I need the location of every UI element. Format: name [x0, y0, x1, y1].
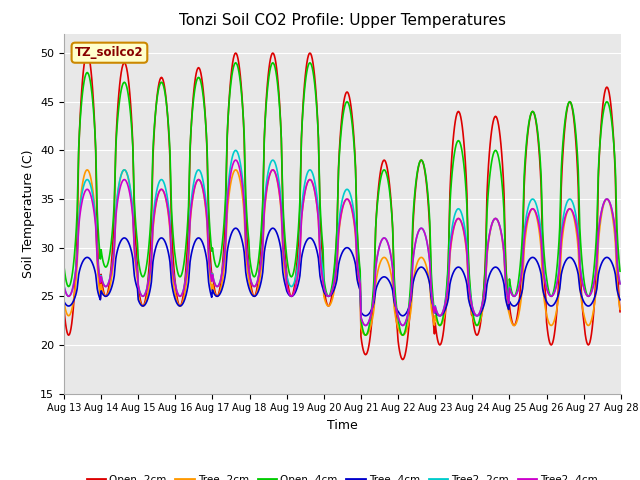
Open -4cm	[60, 264, 68, 269]
Open -4cm	[362, 332, 369, 338]
Tree -2cm	[70, 294, 78, 300]
Title: Tonzi Soil CO2 Profile: Upper Temperatures: Tonzi Soil CO2 Profile: Upper Temperatur…	[179, 13, 506, 28]
Tree2 -2cm	[412, 242, 419, 248]
Tree2 -2cm	[127, 192, 135, 198]
Line: Tree -2cm: Tree -2cm	[64, 170, 620, 335]
Open -2cm	[83, 50, 91, 56]
Tree2 -2cm	[362, 323, 369, 328]
Text: TZ_soilco2: TZ_soilco2	[75, 46, 144, 59]
Tree2 -2cm	[428, 288, 435, 294]
Tree2 -2cm	[184, 258, 191, 264]
Open -4cm	[232, 60, 239, 66]
X-axis label: Time: Time	[327, 419, 358, 432]
Tree2 -4cm	[616, 281, 624, 287]
Open -4cm	[70, 256, 78, 262]
Tree -2cm	[616, 306, 624, 312]
Line: Tree -4cm: Tree -4cm	[64, 228, 620, 316]
Tree2 -4cm	[213, 284, 221, 289]
Open -2cm	[616, 309, 624, 314]
Open -4cm	[412, 187, 419, 193]
Tree -2cm	[428, 305, 435, 311]
Line: Open -2cm: Open -2cm	[64, 53, 620, 360]
Open -2cm	[70, 296, 78, 302]
Line: Tree2 -2cm: Tree2 -2cm	[64, 150, 620, 325]
Tree2 -4cm	[232, 157, 239, 163]
Tree2 -4cm	[70, 280, 78, 286]
Tree -4cm	[60, 299, 68, 304]
Open -2cm	[60, 306, 68, 312]
Tree -4cm	[362, 313, 369, 319]
Tree -4cm	[616, 297, 624, 303]
Tree -4cm	[213, 293, 221, 299]
Tree2 -4cm	[362, 323, 369, 328]
Open -2cm	[214, 293, 221, 299]
Y-axis label: Soil Temperature (C): Soil Temperature (C)	[22, 149, 35, 278]
Open -4cm	[428, 271, 435, 276]
Tree -4cm	[70, 297, 78, 303]
Tree -2cm	[185, 259, 193, 264]
Tree2 -4cm	[412, 242, 419, 248]
Tree -2cm	[362, 332, 369, 338]
Open -2cm	[399, 357, 406, 362]
Legend: Open -2cm, Tree -2cm, Open -4cm, Tree -4cm, Tree2 -2cm, Tree2 -4cm: Open -2cm, Tree -2cm, Open -4cm, Tree -4…	[83, 471, 602, 480]
Open -2cm	[185, 219, 193, 225]
Open -2cm	[428, 287, 435, 292]
Line: Tree2 -4cm: Tree2 -4cm	[64, 160, 620, 325]
Tree2 -4cm	[428, 288, 435, 294]
Open -2cm	[412, 191, 419, 197]
Open -4cm	[127, 120, 135, 126]
Tree -2cm	[214, 293, 221, 299]
Open -2cm	[128, 125, 136, 131]
Tree2 -2cm	[232, 147, 239, 153]
Tree -4cm	[232, 225, 239, 231]
Tree -2cm	[412, 268, 419, 274]
Open -4cm	[184, 218, 191, 224]
Tree2 -4cm	[184, 261, 191, 267]
Tree -4cm	[127, 248, 135, 253]
Tree -4cm	[428, 296, 435, 301]
Tree -4cm	[412, 273, 419, 278]
Open -4cm	[616, 268, 624, 274]
Tree2 -2cm	[616, 281, 624, 287]
Tree -2cm	[60, 299, 68, 305]
Tree -2cm	[128, 202, 136, 208]
Tree2 -4cm	[127, 200, 135, 206]
Tree2 -2cm	[60, 282, 68, 288]
Tree2 -2cm	[70, 278, 78, 284]
Tree2 -2cm	[213, 284, 221, 289]
Tree -2cm	[83, 167, 91, 173]
Tree -4cm	[184, 284, 191, 290]
Open -4cm	[213, 264, 221, 270]
Tree2 -4cm	[60, 283, 68, 289]
Line: Open -4cm: Open -4cm	[64, 63, 620, 335]
